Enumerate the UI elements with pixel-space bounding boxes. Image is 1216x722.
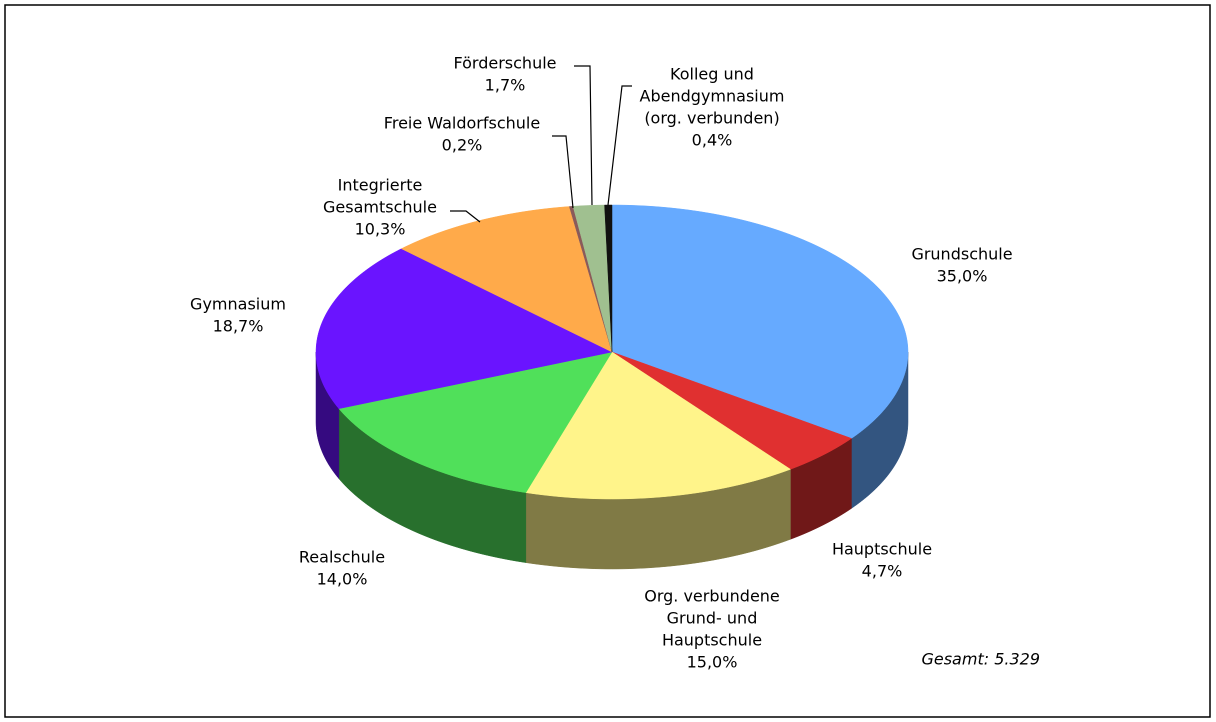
pie	[315, 204, 909, 570]
leader-line	[607, 85, 632, 206]
value-label: 0,4%	[692, 131, 733, 150]
slice-label: Grundschule	[911, 245, 1012, 264]
slice	[315, 248, 613, 409]
value-label: 0,2%	[442, 136, 483, 155]
slice-label: Freie Waldorfschule	[384, 114, 540, 133]
slice-label: Förderschule	[454, 54, 557, 73]
slice-label: Org. verbundene	[644, 587, 780, 606]
value-label: 1,7%	[485, 76, 526, 95]
slice-label: (org. verbunden)	[644, 109, 779, 128]
leader-line	[574, 65, 593, 206]
slice	[525, 351, 792, 500]
slice-label: Realschule	[299, 548, 385, 567]
value-label: 14,0%	[317, 570, 368, 589]
leader-line	[552, 135, 574, 209]
slice-label: Integrierte	[338, 176, 423, 195]
slice	[611, 351, 853, 470]
slice-label: Hauptschule	[662, 631, 762, 650]
slice-label: Abendgymnasium	[640, 87, 785, 106]
slice-label: Grund- und	[667, 609, 758, 628]
slice	[338, 351, 613, 493]
slice-label: Kolleg und	[670, 65, 754, 84]
value-label: 35,0%	[937, 267, 988, 286]
slice-label: Gesamtschule	[323, 198, 437, 217]
slice	[611, 204, 909, 439]
leaders	[450, 65, 632, 223]
leader-line	[450, 210, 481, 223]
value-label: 18,7%	[213, 317, 264, 336]
value-label: 4,7%	[862, 562, 903, 581]
annotation: Gesamt: 5.329	[921, 650, 1040, 669]
value-label: 15,0%	[687, 653, 738, 672]
slice	[572, 204, 613, 353]
value-label: 10,3%	[355, 220, 406, 239]
slice-label: Hauptschule	[832, 540, 932, 559]
slice-label: Gymnasium	[190, 295, 286, 314]
